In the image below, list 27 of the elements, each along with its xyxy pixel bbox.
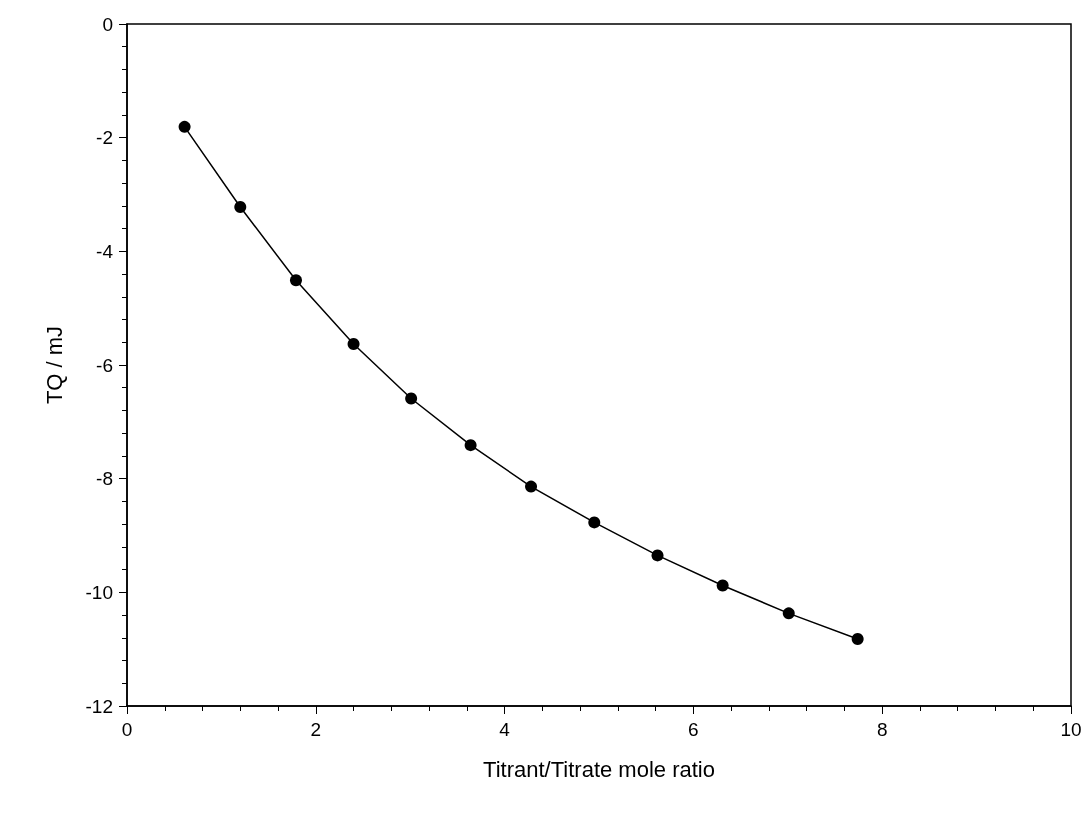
x-tick-label: 4 [499, 719, 511, 740]
y-tick-label: 0 [102, 13, 113, 35]
x-tick-label: 8 [876, 719, 888, 740]
x-tick-label: 10 [1060, 719, 1082, 740]
point [405, 392, 418, 405]
point [525, 480, 538, 493]
point [347, 337, 360, 350]
y-axis-title: TQ / mJ [41, 325, 67, 405]
y-tick-label: -6 [96, 354, 113, 376]
point [716, 579, 729, 592]
point [588, 516, 601, 529]
x-tick-label: 6 [688, 719, 699, 740]
point [178, 120, 191, 133]
y-tick-label: -12 [85, 695, 113, 717]
y-tick-label: -8 [96, 468, 113, 490]
point [234, 201, 247, 213]
y-tick-label: -2 [96, 127, 113, 149]
point [851, 632, 864, 645]
x-tick-label: 2 [310, 719, 322, 740]
x-axis-title: Titrant/Titrate mole ratio [483, 756, 715, 782]
x-tick-label: 0 [121, 719, 133, 740]
point [782, 607, 795, 620]
point [651, 549, 664, 562]
y-tick-label: -4 [96, 240, 114, 262]
y-tick-label: -10 [85, 581, 113, 603]
point [289, 274, 302, 287]
point [464, 439, 477, 452]
